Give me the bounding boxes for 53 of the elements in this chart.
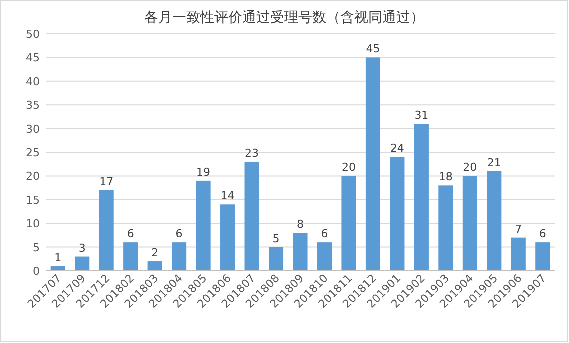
data-label: 2	[152, 246, 159, 260]
bar	[487, 171, 502, 271]
bar	[536, 242, 550, 271]
data-label: 7	[515, 222, 522, 236]
data-label: 1	[54, 251, 62, 264]
data-label: 8	[297, 218, 304, 232]
bar	[172, 242, 187, 271]
data-label: 6	[127, 228, 134, 241]
data-label: 21	[487, 156, 502, 170]
data-label: 14	[220, 190, 235, 203]
y-tick-label: 20	[26, 170, 40, 184]
bar	[462, 176, 478, 271]
bar	[293, 233, 308, 271]
bar	[75, 256, 90, 271]
y-tick-label: 0	[33, 265, 40, 278]
y-tick-label: 25	[26, 146, 40, 160]
data-label: 31	[414, 109, 429, 122]
data-label: 6	[321, 228, 328, 241]
y-tick-label: 10	[26, 218, 40, 231]
y-tick-label: 30	[26, 122, 40, 136]
bar	[414, 124, 429, 271]
y-tick-label: 45	[26, 52, 40, 65]
data-label: 6	[539, 228, 546, 241]
data-label: 5	[272, 232, 280, 246]
data-label: 17	[100, 175, 114, 188]
data-label: 3	[78, 242, 86, 255]
data-label: 20	[342, 161, 356, 174]
data-label: 18	[438, 170, 453, 184]
y-tick-label: 35	[26, 99, 40, 112]
y-tick-label: 40	[26, 75, 40, 88]
data-label: 24	[390, 142, 404, 156]
data-label: 45	[366, 42, 380, 56]
bar	[317, 242, 332, 271]
bar	[366, 58, 380, 271]
y-tick-label: 15	[26, 194, 40, 207]
bar	[196, 180, 211, 271]
chart-title: 各月一致性评价通过受理号数（含视同通过）	[144, 10, 424, 26]
bar	[342, 176, 356, 271]
bar	[390, 157, 405, 271]
data-label: 23	[245, 146, 260, 160]
bar	[438, 186, 454, 271]
data-label: 6	[176, 228, 183, 241]
data-label: 20	[463, 161, 478, 174]
bar	[220, 204, 236, 271]
bar	[244, 162, 260, 271]
data-label: 19	[196, 166, 211, 179]
bar	[511, 238, 526, 271]
bar	[268, 247, 284, 271]
y-tick-label: 50	[26, 28, 40, 41]
bar	[124, 242, 138, 271]
bar	[99, 190, 114, 271]
y-tick-label: 5	[33, 241, 40, 254]
bar	[148, 262, 162, 271]
